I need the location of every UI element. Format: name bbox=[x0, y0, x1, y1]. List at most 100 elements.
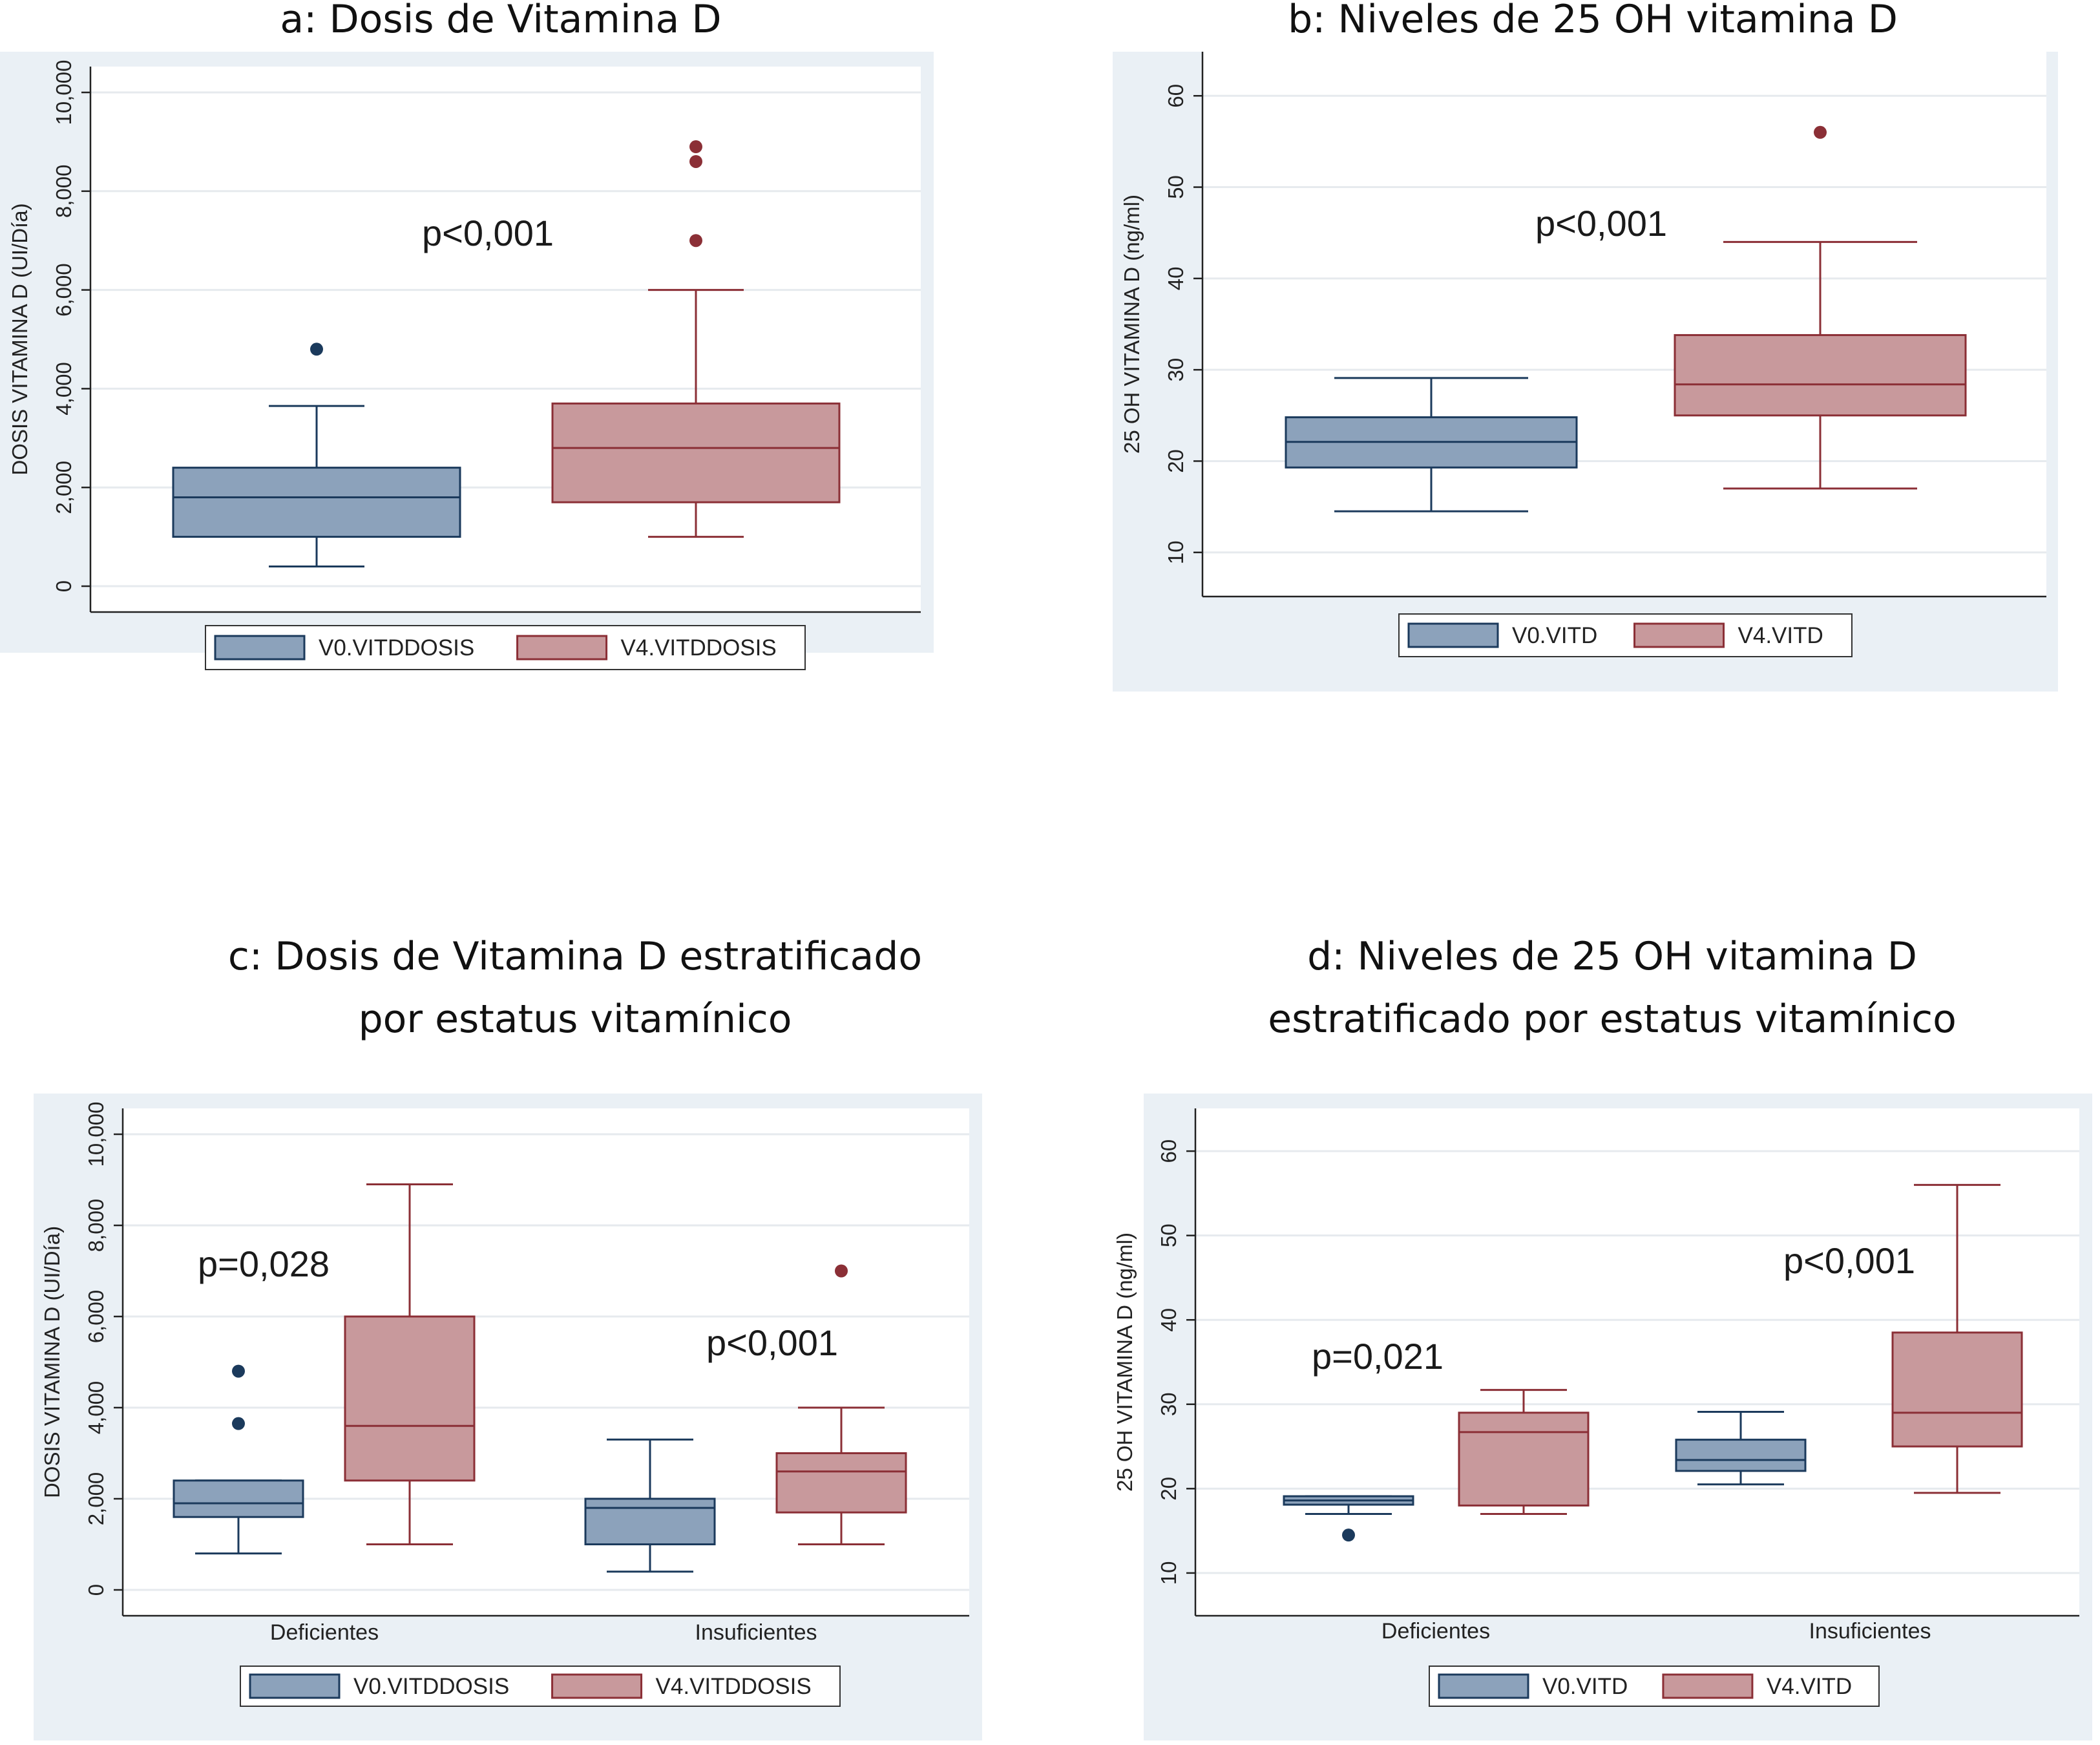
legend-key-v0 bbox=[249, 1673, 341, 1699]
outlier-point bbox=[835, 1264, 848, 1278]
box-v0 bbox=[1283, 1495, 1414, 1542]
box-iqr bbox=[1675, 1439, 1807, 1472]
legend-key-v4 bbox=[516, 635, 608, 661]
box-iqr bbox=[1458, 1412, 1590, 1507]
box-v0 bbox=[1285, 377, 1578, 513]
y-tick-label: 0 bbox=[52, 580, 76, 592]
category-label: Insuficientes bbox=[1809, 1619, 1931, 1644]
legend-key-v4 bbox=[1633, 622, 1725, 648]
legend-key-v4 bbox=[1662, 1673, 1754, 1699]
y-tick-label: 10,000 bbox=[84, 1102, 108, 1167]
legend-label-v0: V0.VITD bbox=[1512, 623, 1597, 648]
p-value-annotation: p<0,001 bbox=[1535, 203, 1667, 244]
y-axis-label: 25 OH VITAMINA D (ng/ml) bbox=[1120, 195, 1144, 454]
chart-panel-b: b: Niveles de 25 OH vitamina D 10 20 30 40 50… bbox=[1113, 0, 2058, 692]
y-axis-label: 25 OH VITAMINA D (ng/ml) bbox=[1113, 1232, 1137, 1492]
legend: V0.VITDDOSIS V4.VITDDOSIS bbox=[205, 625, 806, 670]
chart-title: a: Dosis de Vitamina D bbox=[280, 0, 721, 42]
outlier-point bbox=[1342, 1528, 1355, 1542]
box-v0 bbox=[173, 1364, 304, 1555]
legend: V0.VITD V4.VITD bbox=[1398, 613, 1853, 657]
outlier-point bbox=[689, 154, 702, 168]
chart-title: b: Niveles de 25 OH vitamina D bbox=[1288, 0, 1898, 42]
chart-title: c: Dosis de Vitamina D estratificado bbox=[228, 934, 922, 979]
box-v0 bbox=[584, 1438, 716, 1573]
plot-area bbox=[1202, 52, 2046, 597]
y-tick-label: 10 bbox=[1164, 540, 1188, 564]
box-v4 bbox=[551, 140, 841, 538]
legend-box bbox=[240, 1666, 841, 1707]
box-v0 bbox=[1675, 1411, 1807, 1486]
y-tick-label: 10,000 bbox=[52, 60, 76, 125]
y-tick-label: 6,000 bbox=[52, 263, 76, 317]
outlier-point bbox=[310, 343, 323, 356]
chart-panel-d: d: Niveles de 25 OH vitamina D estratific… bbox=[1113, 934, 2092, 1740]
chart-title: estratificado por estatus vitamínico bbox=[1268, 997, 1957, 1042]
outlier-point bbox=[689, 234, 702, 248]
box-iqr bbox=[344, 1315, 476, 1482]
y-tick-label: 60 bbox=[1157, 1139, 1181, 1163]
box-v4 bbox=[1891, 1183, 2023, 1494]
legend: V0.VITDDOSIS V4.VITDDOSIS bbox=[240, 1666, 841, 1707]
box-iqr bbox=[551, 402, 841, 503]
legend-key-v4 bbox=[551, 1673, 643, 1699]
y-tick-label: 2,000 bbox=[52, 461, 76, 514]
y-tick-label: 40 bbox=[1164, 266, 1188, 290]
legend-label-v4: V4.VITD bbox=[1767, 1674, 1852, 1699]
y-tick-label: 8,000 bbox=[52, 165, 76, 218]
box-iqr bbox=[173, 1479, 304, 1518]
box-iqr bbox=[775, 1452, 907, 1514]
chart-title: por estatus vitamínico bbox=[359, 997, 792, 1042]
chart-title: d: Niveles de 25 OH vitamina D bbox=[1307, 934, 1917, 979]
p-value-annotation: p=0,021 bbox=[1312, 1336, 1444, 1377]
box-v0 bbox=[172, 343, 461, 567]
outlier-point bbox=[1814, 125, 1827, 139]
y-tick-label: 0 bbox=[84, 1584, 108, 1596]
box-iqr bbox=[1674, 333, 1967, 417]
box-v4 bbox=[775, 1264, 907, 1545]
legend-box bbox=[205, 625, 806, 670]
box-iqr bbox=[172, 467, 461, 538]
box-iqr bbox=[1891, 1331, 2023, 1448]
legend-label-v4: V4.VITDDOSIS bbox=[656, 1674, 812, 1699]
y-tick-label: 6,000 bbox=[84, 1290, 108, 1344]
y-tick-label: 60 bbox=[1164, 84, 1188, 108]
y-tick-label: 2,000 bbox=[84, 1472, 108, 1526]
legend: V0.VITD V4.VITD bbox=[1429, 1666, 1880, 1707]
box-v4 bbox=[344, 1183, 476, 1545]
y-tick-label: 30 bbox=[1164, 358, 1188, 382]
category-label: Deficientes bbox=[1381, 1619, 1490, 1644]
chart-panel-a: a: Dosis de Vitamina D 0 2,000 4,000 6,000 8,… bbox=[0, 0, 934, 670]
y-axis-label: DOSIS VITAMINA D (UI/Día) bbox=[40, 1226, 64, 1498]
outlier-point bbox=[689, 140, 702, 154]
legend-label-v4: V4.VITDDOSIS bbox=[621, 635, 777, 661]
legend-key-v0 bbox=[1438, 1673, 1529, 1699]
plot-area bbox=[123, 1108, 969, 1616]
p-value-annotation: p<0,001 bbox=[422, 213, 554, 253]
y-tick-label: 20 bbox=[1164, 449, 1188, 473]
y-tick-label: 50 bbox=[1164, 175, 1188, 199]
p-value-annotation: p<0,001 bbox=[706, 1322, 838, 1363]
legend-key-v0 bbox=[1407, 622, 1499, 648]
chart-panel-c: c: Dosis de Vitamina D estratificado por … bbox=[34, 934, 982, 1740]
category-label: Deficientes bbox=[270, 1620, 379, 1645]
y-tick-label: 30 bbox=[1157, 1392, 1181, 1416]
box-iqr bbox=[584, 1497, 716, 1545]
box-v4 bbox=[1458, 1389, 1590, 1515]
y-tick-label: 50 bbox=[1157, 1223, 1181, 1247]
legend-label-v0: V0.VITDDOSIS bbox=[353, 1674, 509, 1699]
outlier-point bbox=[232, 1417, 245, 1430]
y-tick-label: 40 bbox=[1157, 1308, 1181, 1332]
legend-label-v0: V0.VITDDOSIS bbox=[319, 635, 474, 661]
y-tick-label: 4,000 bbox=[52, 362, 76, 416]
box-v4 bbox=[1674, 125, 1967, 490]
legend-label-v0: V0.VITD bbox=[1542, 1674, 1628, 1699]
category-label: Insuficientes bbox=[695, 1620, 817, 1645]
y-axis-label: DOSIS VITAMINA D (UI/Día) bbox=[8, 203, 32, 475]
y-tick-label: 4,000 bbox=[84, 1381, 108, 1435]
outlier-point bbox=[232, 1364, 245, 1378]
y-tick-label: 8,000 bbox=[84, 1199, 108, 1253]
y-tick-label: 10 bbox=[1157, 1561, 1181, 1585]
y-tick-label: 20 bbox=[1157, 1477, 1181, 1501]
